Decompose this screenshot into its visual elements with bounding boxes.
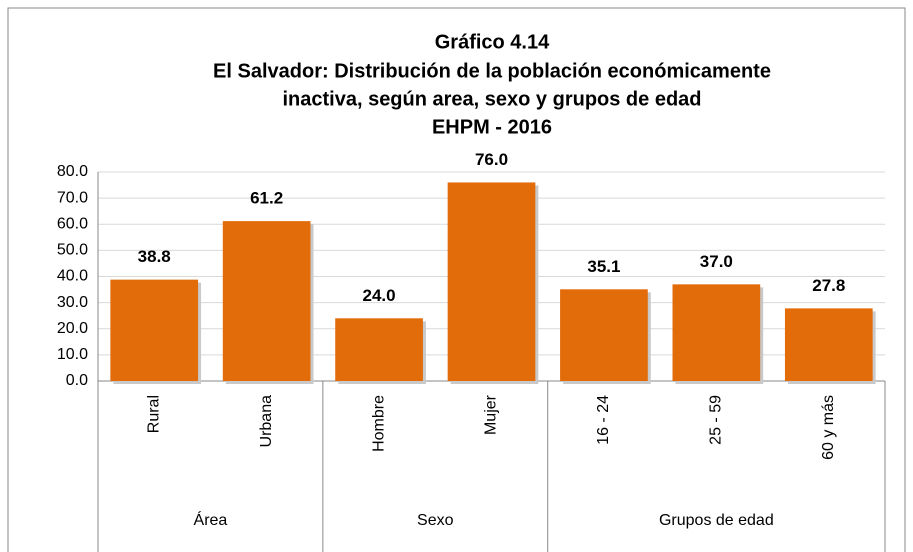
value-label: 38.8 [138,247,171,266]
value-label: 27.8 [812,276,845,295]
value-label: 76.0 [475,150,508,169]
bar [110,279,199,381]
value-label: 61.2 [250,189,283,208]
chart-title: El Salvador: Distribución de la població… [213,60,771,82]
y-tick-label: 60.0 [57,215,88,232]
value-label: 35.1 [587,257,620,276]
y-tick-label: 10.0 [57,346,88,363]
chart-title: Gráfico 4.14 [435,31,550,53]
bar [447,182,536,381]
y-tick-label: 40.0 [57,268,88,285]
x-tick-label: 25 - 59 [708,395,725,445]
group-label: Área [194,510,228,529]
x-tick-label: Mujer [483,394,500,435]
value-label: 37.0 [700,252,733,271]
y-tick-label: 20.0 [57,320,88,337]
chart-title: EHPM - 2016 [432,116,552,138]
group-label: Sexo [417,512,454,529]
value-label: 24.0 [363,286,396,305]
y-tick-label: 80.0 [57,163,88,180]
bar [672,284,761,381]
bar [222,221,311,381]
x-tick-label: 16 - 24 [595,395,612,445]
y-tick-label: 30.0 [57,294,88,311]
bar [784,308,873,381]
y-tick-label: 50.0 [57,242,88,259]
x-tick-label: 60 y más [820,395,837,460]
bar [335,318,423,381]
chart-title: inactiva, según area, sexo y grupos de e… [282,88,701,110]
y-tick-label: 0.0 [66,372,88,389]
bar [560,289,648,381]
x-tick-label: Rural [145,395,162,433]
x-tick-label: Urbana [258,395,275,448]
x-tick-label: Hombre [370,395,387,452]
group-label: Grupos de edad [659,512,774,529]
y-tick-label: 70.0 [57,189,88,206]
